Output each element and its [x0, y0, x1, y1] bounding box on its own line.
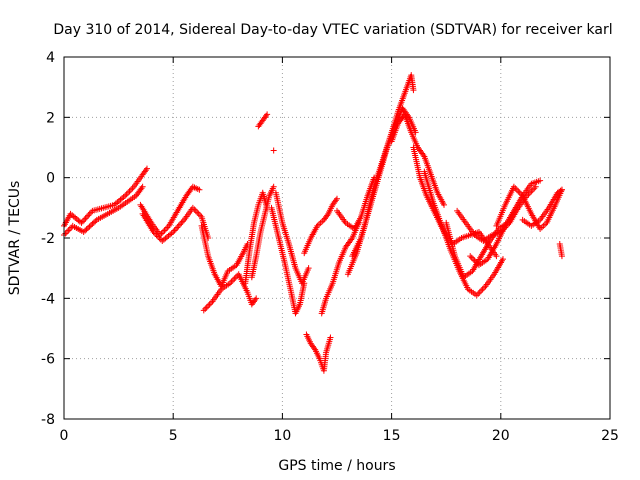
y-axis-label: SDTVAR / TECUs [7, 181, 23, 296]
data-point [208, 299, 215, 306]
data-point [160, 228, 167, 235]
data-point [65, 227, 72, 234]
data-point [196, 186, 203, 193]
data-point [82, 227, 89, 234]
data-point [264, 111, 271, 118]
data-point [327, 334, 334, 341]
data-point [80, 228, 87, 235]
y-tick-label: -4 [41, 291, 55, 307]
ticks-layer: 0 5 10 15 20 25 -8 -6 -4 -2 0 2 4 [41, 50, 619, 444]
data-point [177, 221, 184, 228]
data-point [531, 185, 538, 192]
data-point [86, 223, 93, 230]
data-point [499, 256, 506, 263]
data-point [202, 305, 209, 312]
data-point [179, 218, 186, 225]
data-point [205, 302, 212, 309]
data-point [126, 188, 133, 195]
data-point [203, 304, 210, 311]
data-point [253, 295, 260, 302]
data-point [161, 227, 168, 234]
data-point [467, 253, 474, 260]
data-point [89, 220, 96, 227]
data-point [493, 253, 500, 260]
data-point [86, 210, 93, 217]
x-tick-label: 0 [60, 428, 69, 444]
data-point [79, 218, 86, 225]
data-point [228, 278, 235, 285]
data-point [175, 222, 182, 229]
data-point [200, 307, 207, 314]
data-point [305, 265, 312, 272]
data-point [139, 183, 146, 190]
data-point [92, 218, 99, 225]
data-point [83, 226, 90, 233]
x-axis-label: GPS time / hours [278, 458, 395, 474]
data-point [481, 284, 488, 291]
data-point [334, 195, 340, 202]
data-point [558, 186, 565, 193]
data-points-layer [61, 72, 565, 374]
data-point [557, 187, 564, 194]
y-tick-label: -6 [41, 352, 55, 368]
data-point [171, 227, 178, 234]
y-tick-label: 0 [46, 171, 55, 187]
data-point [82, 215, 89, 222]
data-point [478, 287, 485, 294]
data-point [537, 177, 544, 184]
y-tick-label: 2 [46, 110, 55, 126]
data-point [513, 186, 520, 193]
data-point [129, 185, 136, 192]
data-point [194, 209, 201, 216]
data-point [83, 213, 90, 220]
data-point [63, 228, 70, 235]
data-point [206, 301, 213, 308]
data-point [123, 191, 130, 198]
data-point [475, 290, 482, 297]
y-tick-label: 4 [46, 50, 55, 66]
x-tick-label: 15 [383, 428, 401, 444]
data-point [270, 183, 277, 190]
data-point [558, 253, 565, 260]
data-point [441, 201, 448, 208]
x-tick-label: 10 [273, 428, 291, 444]
data-point [143, 165, 150, 172]
data-point [85, 212, 92, 219]
grid-layer [64, 57, 610, 419]
x-tick-label: 5 [169, 428, 178, 444]
x-tick-label: 20 [492, 428, 510, 444]
data-point [178, 219, 185, 226]
data-point [195, 210, 202, 217]
data-point [229, 277, 236, 284]
data-point [479, 286, 486, 293]
data-point [90, 219, 97, 226]
data-point [532, 183, 539, 190]
data-point [87, 222, 94, 229]
data-point [410, 87, 417, 94]
data-point [515, 188, 522, 195]
data-point [232, 274, 239, 281]
data-point [127, 186, 134, 193]
data-point [174, 224, 181, 231]
data-point [270, 147, 277, 154]
x-tick-label: 25 [601, 428, 619, 444]
data-point [68, 224, 75, 231]
chart-title: Day 310 of 2014, Sidereal Day-to-day VTE… [53, 22, 612, 38]
data-point [85, 224, 92, 231]
data-point [162, 225, 169, 232]
data-point [62, 230, 69, 237]
data-point [192, 207, 199, 214]
data-point [468, 254, 475, 261]
data-point [231, 275, 238, 282]
data-point [172, 225, 179, 232]
y-tick-label: -2 [41, 231, 55, 247]
data-point [125, 189, 132, 196]
y-tick-label: -8 [41, 412, 55, 428]
